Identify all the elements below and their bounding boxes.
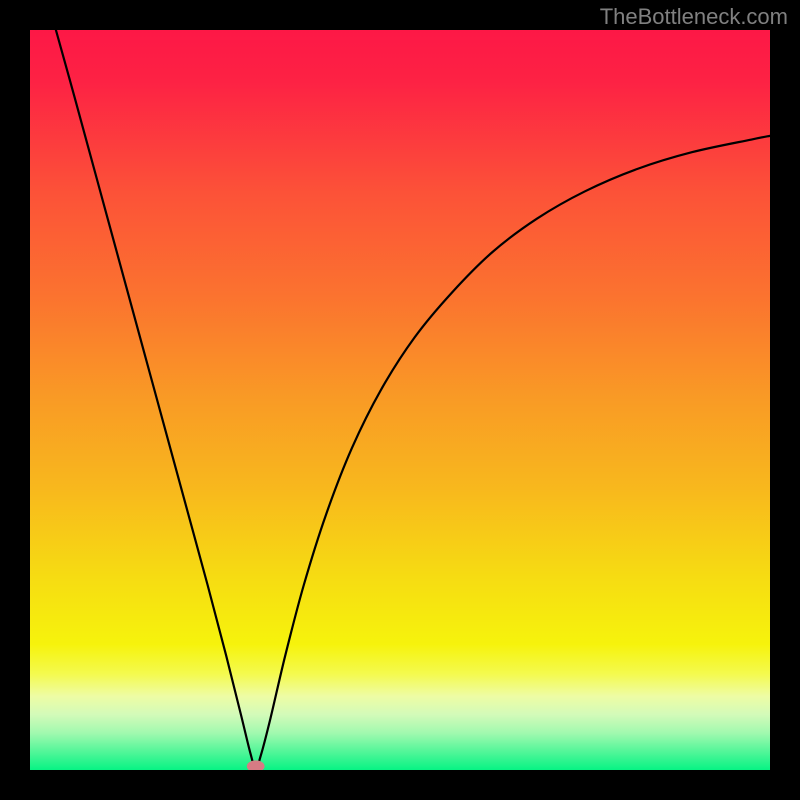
chart-background-gradient: [30, 30, 770, 770]
bottleneck-chart: [0, 0, 800, 800]
chart-container: TheBottleneck.com: [0, 0, 800, 800]
watermark-text: TheBottleneck.com: [600, 4, 788, 30]
